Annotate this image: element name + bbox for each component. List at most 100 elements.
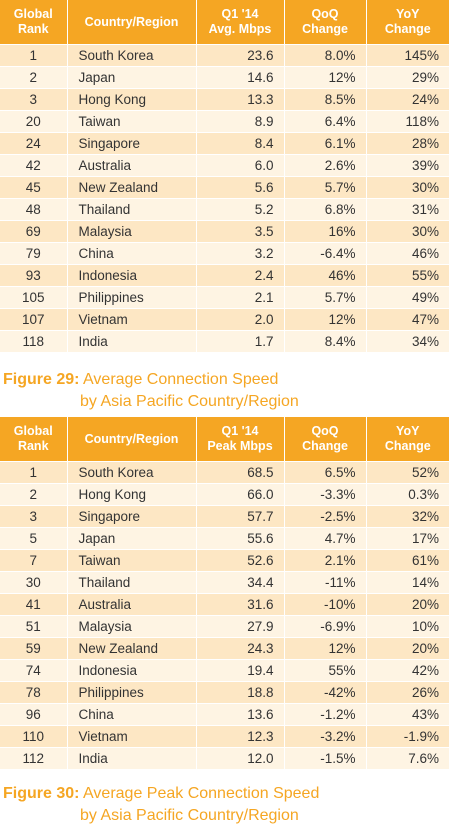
- yoy-header: YoY Change: [366, 417, 449, 462]
- speed-cell: 5.6: [196, 176, 285, 199]
- table-row: 96 China 13.6 -1.2% 43%: [0, 703, 449, 726]
- qoq-cell: 8.4%: [284, 330, 367, 352]
- qoq-cell: -1.5%: [284, 747, 367, 769]
- qoq-cell: 8.5%: [284, 88, 367, 111]
- rank-header: Global Rank: [0, 0, 68, 45]
- rank-cell: 51: [0, 615, 68, 638]
- table-header-row: Global Rank Country/Region Q1 '14 Peak Mbps Q…: [0, 417, 449, 462]
- country-header: Country/Region: [67, 0, 197, 45]
- speed-cell: 5.2: [196, 198, 285, 221]
- country-cell: India: [67, 747, 197, 769]
- rank-cell: 3: [0, 88, 68, 111]
- country-cell: Thailand: [67, 571, 197, 594]
- qoq-cell: -6.4%: [284, 242, 367, 265]
- yoy-cell: 46%: [366, 242, 449, 265]
- qoq-cell: 12%: [284, 66, 367, 89]
- table-row: 1 South Korea 68.5 6.5% 52%: [0, 461, 449, 484]
- table-row: 48 Thailand 5.2 6.8% 31%: [0, 198, 449, 221]
- qoq-cell: 5.7%: [284, 176, 367, 199]
- qoq-cell: 5.7%: [284, 286, 367, 309]
- rank-cell: 45: [0, 176, 68, 199]
- rank-cell: 107: [0, 308, 68, 331]
- rank-cell: 48: [0, 198, 68, 221]
- table-row: 30 Thailand 34.4 -11% 14%: [0, 571, 449, 594]
- figure-label: Figure 29:: [3, 371, 80, 388]
- rank-cell: 69: [0, 220, 68, 243]
- rank-cell: 93: [0, 264, 68, 287]
- country-cell: Australia: [67, 154, 197, 177]
- speed-cell: 6.0: [196, 154, 285, 177]
- caption-subtitle: by Asia Pacific Country/Region: [80, 393, 299, 410]
- table-row: 24 Singapore 8.4 6.1% 28%: [0, 132, 449, 155]
- yoy-cell: 145%: [366, 44, 449, 67]
- rank-header: Global Rank: [0, 417, 68, 462]
- country-cell: Japan: [67, 66, 197, 89]
- peak-connection-speed-table: Global Rank Country/Region Q1 '14 Peak Mbps Q…: [0, 417, 449, 769]
- qoq-cell: 6.4%: [284, 110, 367, 133]
- qoq-cell: 6.8%: [284, 198, 367, 221]
- yoy-cell: 49%: [366, 286, 449, 309]
- country-cell: Hong Kong: [67, 88, 197, 111]
- speed-cell: 2.1: [196, 286, 285, 309]
- yoy-cell: 34%: [366, 330, 449, 352]
- table-row: 93 Indonesia 2.4 46% 55%: [0, 264, 449, 287]
- country-cell: Thailand: [67, 198, 197, 221]
- speed-cell: 1.7: [196, 330, 285, 352]
- yoy-cell: 52%: [366, 461, 449, 484]
- qoq-header: QoQ Change: [284, 0, 367, 45]
- table-row: 41 Australia 31.6 -10% 20%: [0, 593, 449, 616]
- speed-cell: 14.6: [196, 66, 285, 89]
- rank-cell: 5: [0, 527, 68, 550]
- yoy-header: YoY Change: [366, 0, 449, 45]
- speed-cell: 34.4: [196, 571, 285, 594]
- avg-connection-speed-table: Global Rank Country/Region Q1 '14 Avg. Mbps Q…: [0, 0, 449, 352]
- country-cell: China: [67, 703, 197, 726]
- yoy-cell: 30%: [366, 176, 449, 199]
- table-row: 42 Australia 6.0 2.6% 39%: [0, 154, 449, 177]
- country-cell: Taiwan: [67, 110, 197, 133]
- country-cell: Singapore: [67, 132, 197, 155]
- qoq-cell: -42%: [284, 681, 367, 704]
- table-row: 105 Philippines 2.1 5.7% 49%: [0, 286, 449, 309]
- speed-cell: 27.9: [196, 615, 285, 638]
- speed-cell: 2.0: [196, 308, 285, 331]
- qoq-cell: 2.6%: [284, 154, 367, 177]
- rank-cell: 78: [0, 681, 68, 704]
- speed-cell: 24.3: [196, 637, 285, 660]
- qoq-cell: 12%: [284, 308, 367, 331]
- rank-cell: 1: [0, 44, 68, 67]
- country-cell: Singapore: [67, 505, 197, 528]
- yoy-cell: 24%: [366, 88, 449, 111]
- figure-30-caption: Figure 30: Average Peak Connection Speed…: [3, 783, 319, 827]
- yoy-cell: 28%: [366, 132, 449, 155]
- qoq-cell: 46%: [284, 264, 367, 287]
- rank-cell: 59: [0, 637, 68, 660]
- yoy-cell: 47%: [366, 308, 449, 331]
- caption-title: Average Peak Connection Speed: [83, 785, 320, 802]
- rank-cell: 112: [0, 747, 68, 769]
- country-cell: South Korea: [67, 461, 197, 484]
- yoy-cell: 55%: [366, 264, 449, 287]
- rank-cell: 105: [0, 286, 68, 309]
- rank-cell: 118: [0, 330, 68, 352]
- table-row: 3 Hong Kong 13.3 8.5% 24%: [0, 88, 449, 111]
- rank-cell: 20: [0, 110, 68, 133]
- table-row: 59 New Zealand 24.3 12% 20%: [0, 637, 449, 660]
- speed-cell: 52.6: [196, 549, 285, 572]
- speed-cell: 3.2: [196, 242, 285, 265]
- yoy-cell: 0.3%: [366, 483, 449, 506]
- speed-cell: 57.7: [196, 505, 285, 528]
- speed-cell: 12.0: [196, 747, 285, 769]
- table-row: 2 Japan 14.6 12% 29%: [0, 66, 449, 89]
- rank-cell: 42: [0, 154, 68, 177]
- speed-cell: 3.5: [196, 220, 285, 243]
- country-cell: Philippines: [67, 286, 197, 309]
- yoy-cell: 26%: [366, 681, 449, 704]
- speed-cell: 2.4: [196, 264, 285, 287]
- country-cell: Indonesia: [67, 659, 197, 682]
- rank-cell: 2: [0, 483, 68, 506]
- speed-cell: 13.6: [196, 703, 285, 726]
- speed-header: Q1 '14 Peak Mbps: [196, 417, 285, 462]
- speed-cell: 8.9: [196, 110, 285, 133]
- speed-header: Q1 '14 Avg. Mbps: [196, 0, 285, 45]
